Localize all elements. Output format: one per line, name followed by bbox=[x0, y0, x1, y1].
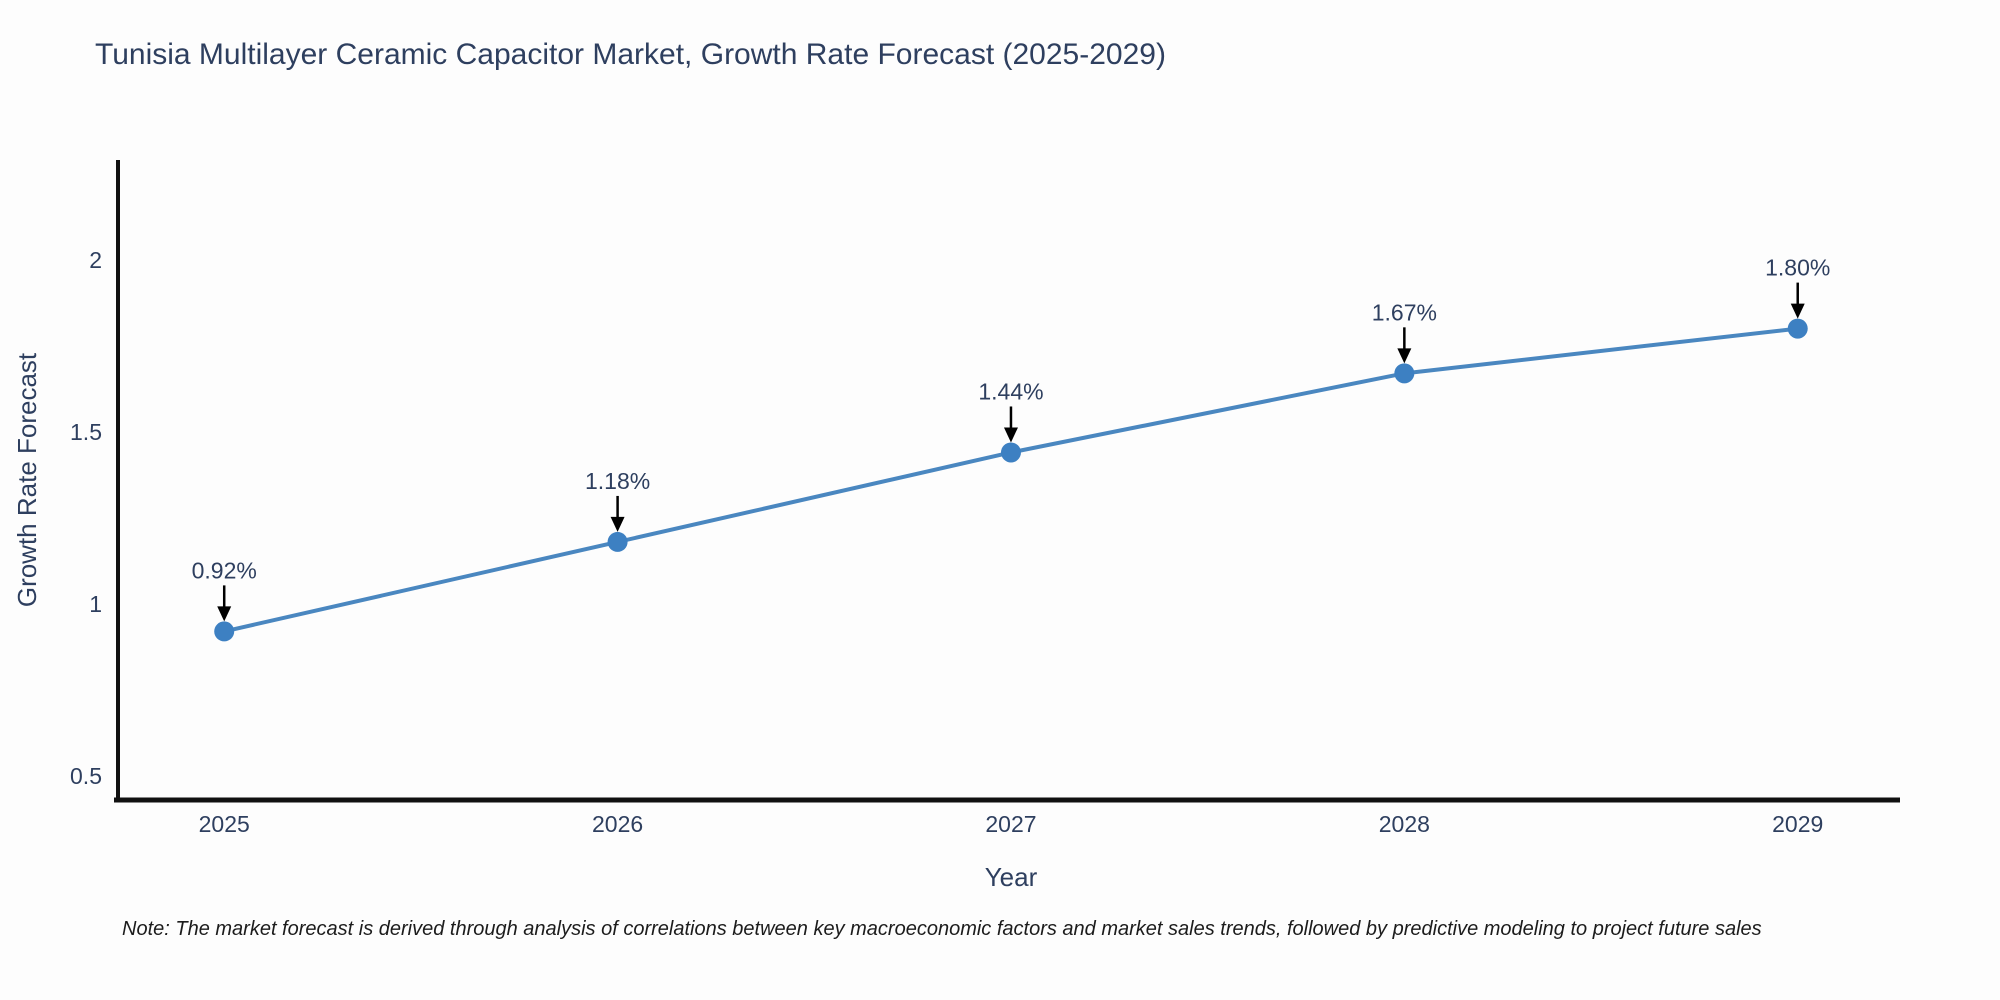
x-tick-label: 2028 bbox=[1379, 811, 1430, 837]
data-point bbox=[1394, 363, 1415, 384]
annotation-arrow-head-icon bbox=[1790, 303, 1805, 319]
x-tick-label: 2027 bbox=[985, 811, 1036, 837]
point-value-label: 1.67% bbox=[1372, 299, 1437, 325]
y-axis-title: Growth Rate Forecast bbox=[12, 352, 42, 607]
data-point bbox=[1787, 318, 1808, 339]
annotation-arrow-head-icon bbox=[1003, 427, 1018, 443]
chart-title: Tunisia Multilayer Ceramic Capacitor Mar… bbox=[95, 38, 1166, 71]
annotation-arrow-head-icon bbox=[217, 606, 232, 622]
y-tick-label: 1.5 bbox=[70, 419, 102, 445]
annotation-arrow-head-icon bbox=[610, 516, 625, 532]
footnote: Note: The market forecast is derived thr… bbox=[122, 918, 1762, 940]
data-point bbox=[1000, 442, 1021, 463]
x-tick-label: 2029 bbox=[1772, 811, 1823, 837]
y-tick-label: 0.5 bbox=[70, 763, 102, 789]
annotation-arrow-head-icon bbox=[1397, 348, 1412, 364]
data-point bbox=[214, 621, 235, 642]
x-tick-label: 2026 bbox=[592, 811, 643, 837]
y-tick-label: 1 bbox=[89, 591, 102, 617]
y-tick-label: 2 bbox=[89, 247, 102, 273]
series-line bbox=[222, 326, 1800, 634]
x-tick-label: 2025 bbox=[199, 811, 250, 837]
point-value-label: 0.92% bbox=[192, 557, 257, 583]
point-value-label: 1.80% bbox=[1765, 255, 1830, 281]
point-value-label: 1.18% bbox=[585, 468, 650, 494]
data-point bbox=[607, 531, 628, 552]
x-axis-title: Year bbox=[985, 862, 1038, 892]
point-value-label: 1.44% bbox=[978, 378, 1043, 404]
